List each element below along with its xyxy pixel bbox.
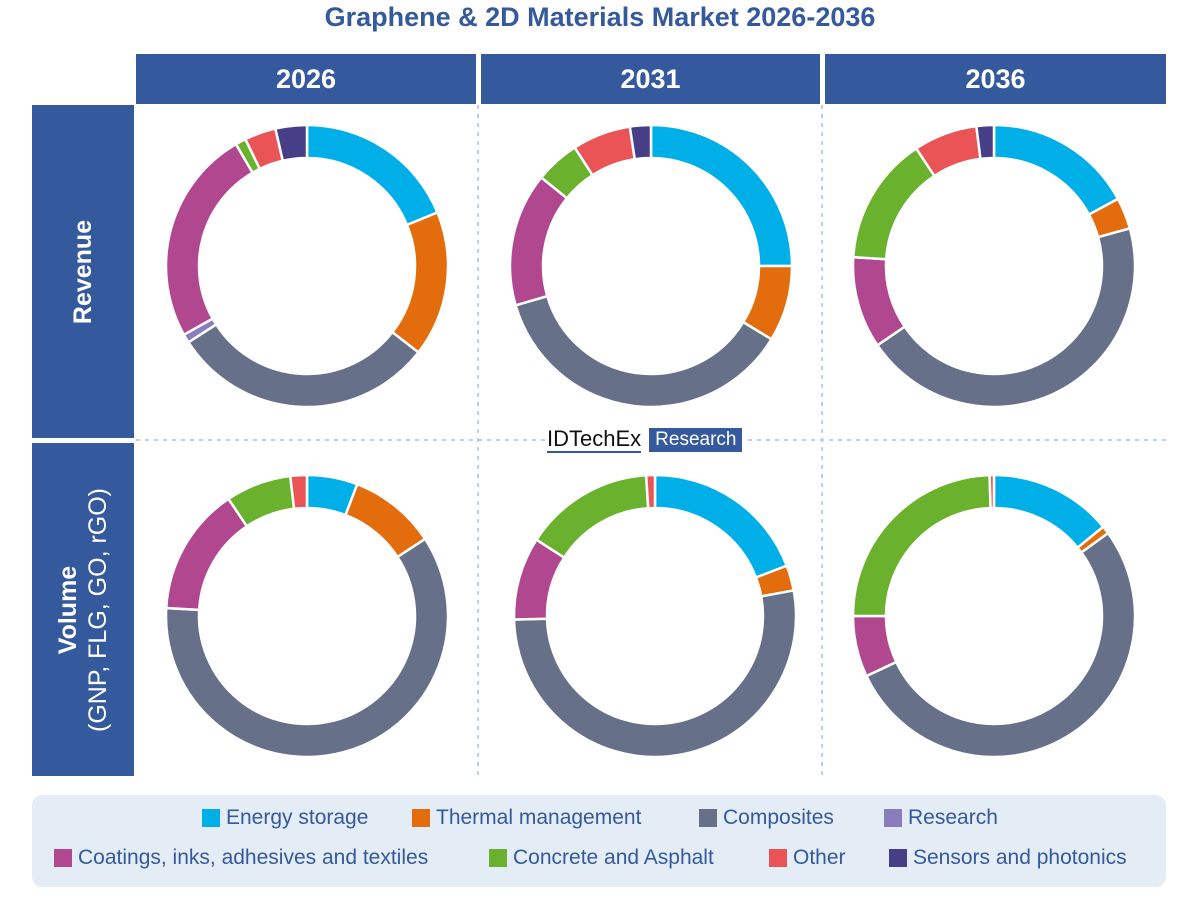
donut-slice-revenue-2026 — [273, 123, 309, 163]
legend-item: Energy storage — [202, 806, 368, 830]
donut-slice-volume-2036 — [988, 473, 996, 510]
legend-label: Coatings, inks, adhesives and textiles — [78, 846, 429, 869]
row-header-revenue: Revenue — [32, 105, 134, 438]
donut-slice-revenue-2036 — [974, 123, 996, 161]
legend-item: Research — [884, 806, 998, 830]
donut-slice-volume-2036 — [864, 531, 1137, 759]
legend-item: Concrete and Asphalt — [489, 846, 714, 870]
legend-item: Coatings, inks, adhesives and textiles — [54, 846, 428, 870]
legend-swatch — [54, 849, 72, 867]
legend-item: Other — [769, 846, 846, 870]
legend-label: Sensors and photonics — [913, 846, 1127, 869]
donut-slice-revenue-2031 — [628, 123, 653, 161]
legend-swatch — [889, 849, 907, 867]
legend-item: Sensors and photonics — [889, 846, 1127, 870]
donut-slice-revenue-2036 — [851, 255, 907, 347]
donut-slice-volume-2036 — [992, 473, 1105, 550]
column-header-2026: 2026 — [136, 54, 476, 104]
legend-label: Energy storage — [226, 806, 369, 829]
legend-swatch — [412, 809, 430, 827]
donut-slice-revenue-2031 — [649, 123, 794, 268]
row-header-volume: Volume (GNP, FLG, GO, rGO) — [32, 443, 134, 776]
donut-slice-revenue-2026 — [390, 210, 450, 355]
legend-label: Composites — [723, 806, 834, 829]
legend-swatch — [769, 849, 787, 867]
donut-slice-volume-2031 — [653, 473, 789, 580]
legend-swatch — [884, 809, 902, 827]
donut-slice-volume-2031 — [534, 473, 650, 560]
legend-label: Other — [793, 846, 846, 869]
donut-slice-volume-2026 — [288, 473, 309, 511]
legend-label: Thermal management — [436, 806, 642, 829]
chart-title: Graphene & 2D Materials Market 2026-2036 — [324, 2, 876, 32]
donut-slice-volume-2031 — [512, 588, 798, 759]
legend-swatch — [489, 849, 507, 867]
donut-slice-volume-2036 — [851, 473, 992, 618]
donut-slice-revenue-2026 — [305, 123, 440, 227]
legend: Energy storage Thermal management Composit… — [32, 795, 1166, 887]
legend-swatch — [699, 809, 717, 827]
donut-slice-revenue-2026 — [186, 322, 421, 409]
legend-label: Concrete and Asphalt — [513, 846, 714, 869]
donut-slice-revenue-2031 — [514, 294, 774, 409]
legend-swatch — [202, 809, 220, 827]
legend-label: Research — [908, 806, 998, 829]
logo-brand: IDTechEx — [547, 426, 642, 453]
donut-slice-revenue-2026 — [164, 142, 255, 337]
column-header-2031: 2031 — [481, 54, 820, 104]
legend-item: Composites — [699, 806, 834, 830]
donut-slice-revenue-2036 — [875, 226, 1137, 409]
column-header-2036: 2036 — [825, 54, 1166, 104]
donut-slice-revenue-2031 — [508, 175, 569, 307]
donut-slice-volume-2031 — [644, 473, 657, 510]
donut-slice-revenue-2036 — [851, 146, 937, 261]
donut-slice-volume-2026 — [164, 497, 249, 612]
donut-slice-volume-2026 — [164, 537, 450, 759]
legend-item: Thermal management — [412, 806, 641, 830]
donut-slice-revenue-2036 — [992, 123, 1120, 217]
logo-tag: Research — [649, 428, 743, 452]
idtechex-logo: IDTechEx Research — [545, 426, 745, 453]
